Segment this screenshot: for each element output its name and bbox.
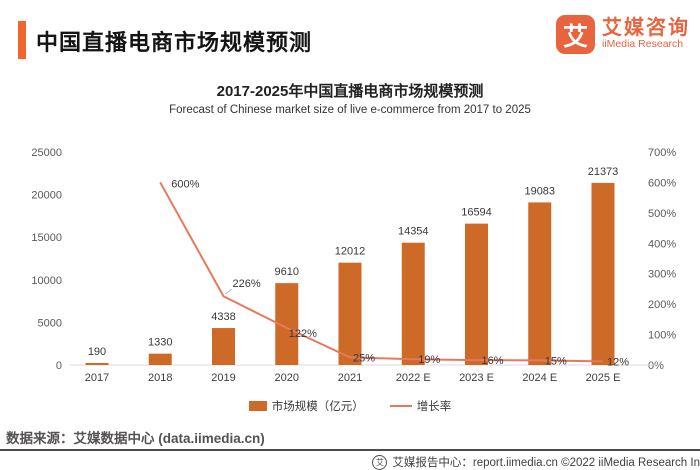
x-axis-label: 2020 <box>275 372 299 384</box>
bar-value-label: 1330 <box>148 337 172 349</box>
right-axis-tick: 400% <box>648 238 676 250</box>
line-value-label: 12% <box>607 356 629 368</box>
bar <box>212 328 235 365</box>
chart-title: 2017-2025年中国直播电商市场规模预测 <box>216 83 484 100</box>
bar-value-label: 19083 <box>524 185 555 197</box>
bar <box>85 363 109 365</box>
right-axis-tick: 0% <box>648 360 664 372</box>
legend-label-market-size: 市场规模（亿元） <box>271 401 364 413</box>
line-value-label: 15% <box>545 355 567 367</box>
bar <box>465 223 488 365</box>
chart-legend: 市场规模（亿元） 增长率 <box>0 398 700 414</box>
bar-value-label: 21373 <box>588 166 619 178</box>
right-axis-tick: 600% <box>648 177 676 189</box>
iimedia-logo: 艾 艾媒咨询 iiMedia Research <box>556 15 690 54</box>
chart-subtitle: Forecast of Chinese market size of live … <box>169 104 531 116</box>
legend-label-growth-rate: 增长率 <box>416 401 452 413</box>
x-axis-label: 2021 <box>338 372 362 384</box>
iimedia-logo-icon: 艾 <box>556 15 595 54</box>
right-axis-tick: 300% <box>648 269 676 281</box>
footer: 艾 艾媒报告中心：report.iimedia.cn ©2022 iiMedia… <box>372 454 700 470</box>
x-axis-label: 2022 E <box>396 372 431 384</box>
x-axis-label: 2019 <box>211 372 235 384</box>
left-axis-tick: 10000 <box>31 275 62 287</box>
bar-value-label: 16594 <box>461 207 492 219</box>
label-leader-line <box>225 288 232 295</box>
x-axis-label: 2017 <box>85 372 109 384</box>
x-axis-label: 2023 E <box>459 372 494 384</box>
x-axis-label: 2025 E <box>586 372 621 384</box>
legend-item-market-size: 市场规模（亿元） <box>248 398 364 414</box>
iimedia-circle-icon: 艾 <box>372 454 388 470</box>
right-axis-tick: 100% <box>648 330 676 342</box>
bar <box>591 182 615 365</box>
bar-value-label: 12012 <box>335 246 366 258</box>
footer-divider <box>0 449 700 451</box>
logo-name-en: iiMedia Research <box>602 38 684 51</box>
bar <box>148 353 172 365</box>
line-value-label: 600% <box>171 178 199 190</box>
line-value-label: 122% <box>289 328 317 340</box>
right-axis-tick: 500% <box>648 208 676 220</box>
data-source-note: 数据来源：艾媒数据中心 (data.iimedia.cn) <box>6 431 265 446</box>
line-value-label: 16% <box>482 355 504 367</box>
bar <box>528 202 552 365</box>
bar <box>401 242 425 365</box>
left-axis-tick: 0 <box>56 360 62 372</box>
right-axis-tick: 200% <box>648 299 676 311</box>
left-axis-tick: 5000 <box>38 317 62 329</box>
left-axis-tick: 20000 <box>31 190 62 202</box>
left-axis-tick: 15000 <box>31 232 62 244</box>
bar-value-label: 4338 <box>211 311 235 323</box>
footer-text: 艾媒报告中心：report.iimedia.cn ©2022 iiMedia R… <box>392 457 700 469</box>
page-title: 中国直播电商市场规模预测 <box>36 30 313 55</box>
bar <box>338 262 362 365</box>
bar-value-label: 190 <box>88 346 106 358</box>
bar <box>275 283 299 365</box>
x-axis-label: 2018 <box>148 372 172 384</box>
right-axis-tick: 700% <box>648 147 676 159</box>
bar-series-swatch-icon <box>248 401 267 411</box>
line-value-label: 19% <box>418 354 440 366</box>
line-value-label: 226% <box>233 278 261 290</box>
left-axis-tick: 25000 <box>31 147 62 159</box>
legend-item-growth-rate: 增长率 <box>389 398 452 414</box>
bar-value-label: 9610 <box>275 266 299 278</box>
logo-name-cn: 艾媒咨询 <box>602 17 690 40</box>
growth-rate-line <box>159 181 604 363</box>
x-axis-label: 2024 E <box>522 372 557 384</box>
line-value-label: 25% <box>353 352 375 364</box>
bar-value-label: 14354 <box>398 226 429 238</box>
title-accent-bar <box>18 21 26 59</box>
line-series-swatch-icon <box>389 405 412 407</box>
market-size-chart: 0 5000 10000 15000 20000 25000 0% 100% 200% 300% 4… <box>31 147 676 384</box>
